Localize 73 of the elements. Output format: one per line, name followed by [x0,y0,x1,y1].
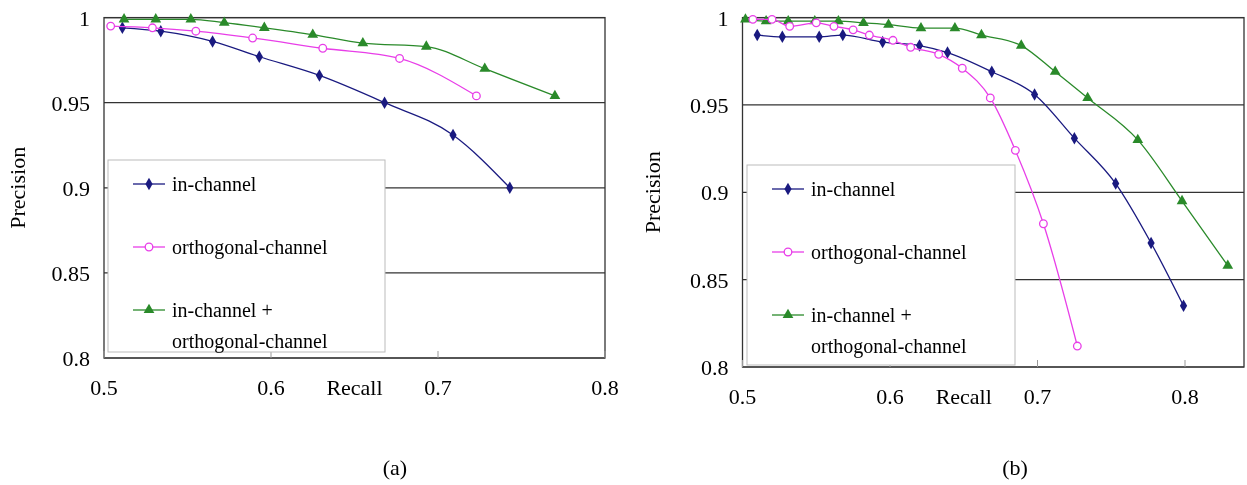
x-tick-label: 0.7 [1023,384,1052,409]
point [1015,39,1027,49]
point [767,14,777,24]
legend-label: in-channel + orthogonal-channel [811,304,967,358]
point [1082,91,1094,102]
point [785,21,795,31]
point [934,49,944,59]
x-tick-label: 0.6 [257,375,285,400]
y-tick-label: 0.8 [62,346,90,371]
point [150,13,162,23]
point [858,16,869,26]
point [420,40,432,50]
point [147,23,157,33]
point [318,43,328,53]
point [1038,219,1048,229]
point [471,91,481,101]
y-axis-title: Precision [640,151,665,234]
point [1049,65,1061,75]
x-axis-title: Recall [935,384,992,409]
point [258,21,270,31]
legend-label: in-channel + orthogonal-channel [172,299,328,353]
point [848,25,858,35]
point [985,93,995,103]
y-tick-label: 1 [717,5,729,31]
point [479,62,491,72]
legend-label: orthogonal-channel [172,236,328,259]
point [357,36,369,47]
point [864,30,874,40]
x-tick-label: 0.5 [90,375,118,400]
point [191,26,201,36]
legend-label: in-channel [172,173,257,195]
point [888,35,898,45]
point [307,28,319,38]
x-tick-label: 0.5 [728,384,757,409]
y-tick-label: 0.85 [690,267,729,293]
y-tick-label: 0.8 [701,355,729,380]
point [976,28,987,39]
y-tick-label: 0.95 [690,92,729,118]
y-tick-label: 1 [79,5,90,31]
y-tick-label: 0.85 [51,260,90,286]
x-axis-title: Recall [326,375,383,400]
point [748,14,758,24]
point [883,18,894,28]
point [1132,133,1144,143]
legend-label: orthogonal-channel [811,241,967,264]
point [949,21,961,32]
point [248,33,258,43]
point [106,21,116,31]
point [1072,341,1082,351]
y-tick-label: 0.95 [51,90,90,116]
point [906,42,916,52]
x-tick-label: 0.8 [591,375,619,400]
point [1010,145,1020,155]
legend-label: in-channel [811,178,896,200]
y-tick-label: 0.9 [62,175,90,201]
point [395,54,405,63]
point [1176,194,1188,205]
point [915,21,927,32]
x-tick-label: 0.6 [876,384,904,409]
x-tick-label: 0.7 [424,375,452,400]
text: (a) [382,455,408,480]
y-axis-title: Precision [5,146,30,229]
x-tick-label: 0.8 [1171,384,1199,409]
point [218,16,230,26]
point [118,13,130,23]
point [185,13,197,23]
point [811,18,821,28]
y-tick-label: 0.9 [701,180,729,206]
text: (b) [1002,455,1028,480]
point [829,21,839,31]
point [1222,259,1234,269]
point [549,89,561,99]
point [957,63,967,73]
